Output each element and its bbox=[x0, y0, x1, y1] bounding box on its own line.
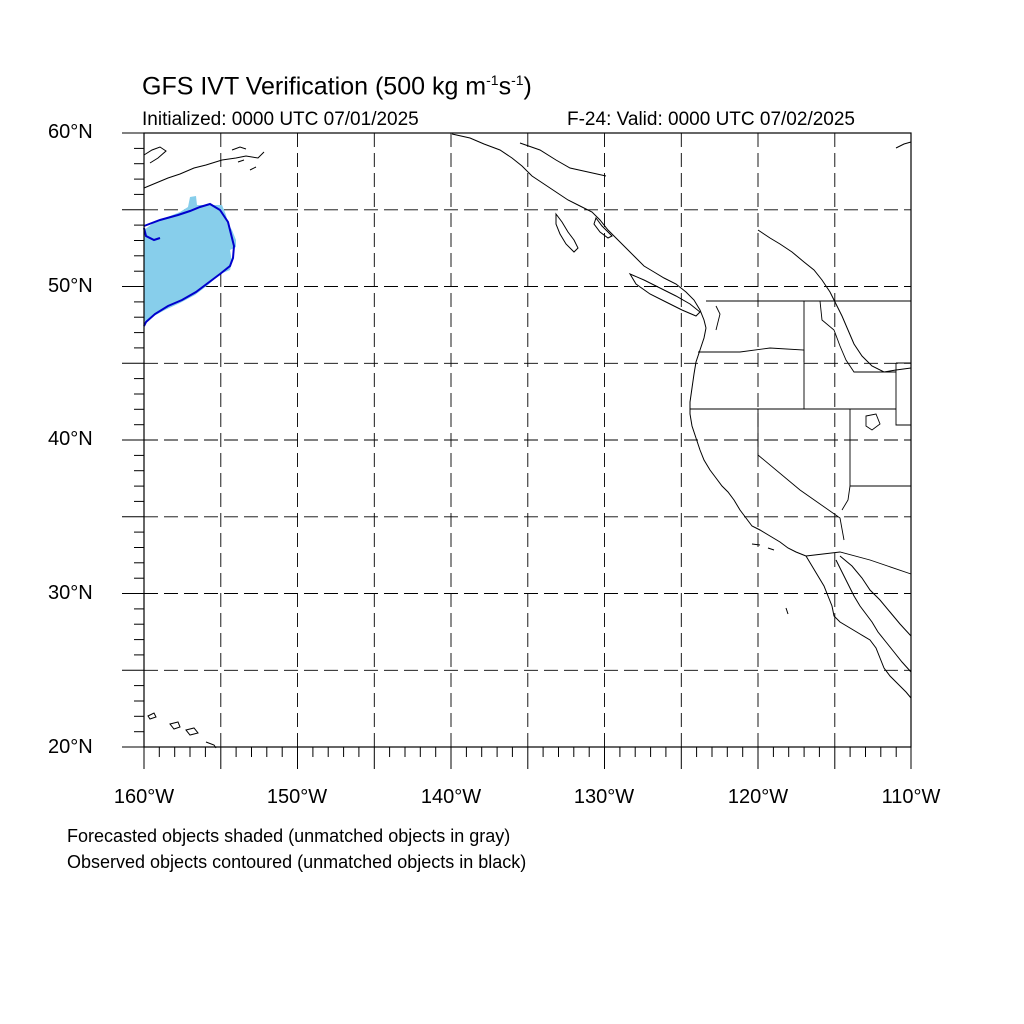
ca-nv-border bbox=[757, 409, 845, 541]
lat-label-30: 30°N bbox=[48, 582, 93, 604]
channel-islands bbox=[751, 543, 789, 615]
wy-co-border bbox=[895, 362, 912, 426]
us-mexico-border bbox=[805, 551, 912, 575]
title-suffix: ) bbox=[523, 72, 532, 101]
lat-label-20: 20°N bbox=[48, 736, 93, 758]
title-sup-2: -1 bbox=[511, 72, 524, 88]
observed-object-contour bbox=[143, 202, 236, 327]
lon-label-160w: 160°W bbox=[113, 786, 175, 808]
lon-ticks bbox=[143, 747, 912, 769]
alaska-coast bbox=[143, 146, 265, 189]
lat-label-40: 40°N bbox=[48, 428, 93, 450]
political-borders bbox=[690, 300, 912, 575]
valid-time: F-24: Valid: 0000 UTC 07/02/2025 bbox=[567, 109, 855, 130]
puget-sound bbox=[715, 305, 721, 331]
title-prefix: GFS IVT Verification (500 kg m bbox=[142, 72, 487, 101]
initialized-time: Initialized: 0000 UTC 07/01/2025 bbox=[142, 109, 419, 130]
panhandle-coast bbox=[451, 133, 707, 329]
lon-label-150w: 150°W bbox=[266, 786, 328, 808]
canadian-interior bbox=[757, 229, 912, 373]
alaska-islands bbox=[231, 146, 257, 171]
nv-az-border bbox=[841, 485, 851, 511]
alaska-border bbox=[519, 142, 607, 177]
figure-title: GFS IVT Verification (500 kg m-1s-1) bbox=[142, 72, 532, 101]
legend-note-forecast: Forecasted objects shaded (unmatched obj… bbox=[67, 826, 511, 846]
legend-note-observed: Observed objects contoured (unmatched ob… bbox=[67, 852, 527, 872]
hawaii-islands bbox=[147, 712, 217, 749]
lat-label-60: 60°N bbox=[48, 121, 93, 143]
lon-label-120w: 120°W bbox=[727, 786, 789, 808]
lat-ticks bbox=[122, 132, 144, 748]
coastlines bbox=[143, 133, 912, 749]
nv-ut-border bbox=[849, 409, 911, 487]
baja-gulf-side bbox=[835, 559, 912, 673]
mainland-mexico bbox=[839, 555, 912, 637]
great-salt-lake bbox=[865, 413, 881, 431]
lon-label-130w: 130°W bbox=[573, 786, 635, 808]
lat-label-50: 50°N bbox=[48, 275, 93, 297]
lon-label-140w: 140°W bbox=[420, 786, 482, 808]
forecast-object-shading bbox=[144, 196, 236, 322]
lon-label-110w: 110°W bbox=[881, 786, 941, 808]
haida-gwaii bbox=[593, 216, 613, 239]
id-mt-border bbox=[819, 300, 896, 373]
baja-coast bbox=[805, 555, 912, 699]
lake-shoreline-ne bbox=[895, 141, 912, 149]
title-sup-1: -1 bbox=[486, 72, 499, 88]
bc-islands bbox=[555, 212, 579, 253]
graticule bbox=[144, 133, 911, 747]
title-mid: s bbox=[498, 72, 512, 101]
us-west-coast bbox=[689, 327, 807, 557]
observed-object-contour-notch bbox=[143, 227, 161, 242]
vancouver-island bbox=[628, 272, 701, 317]
wa-or-border bbox=[698, 347, 805, 362]
